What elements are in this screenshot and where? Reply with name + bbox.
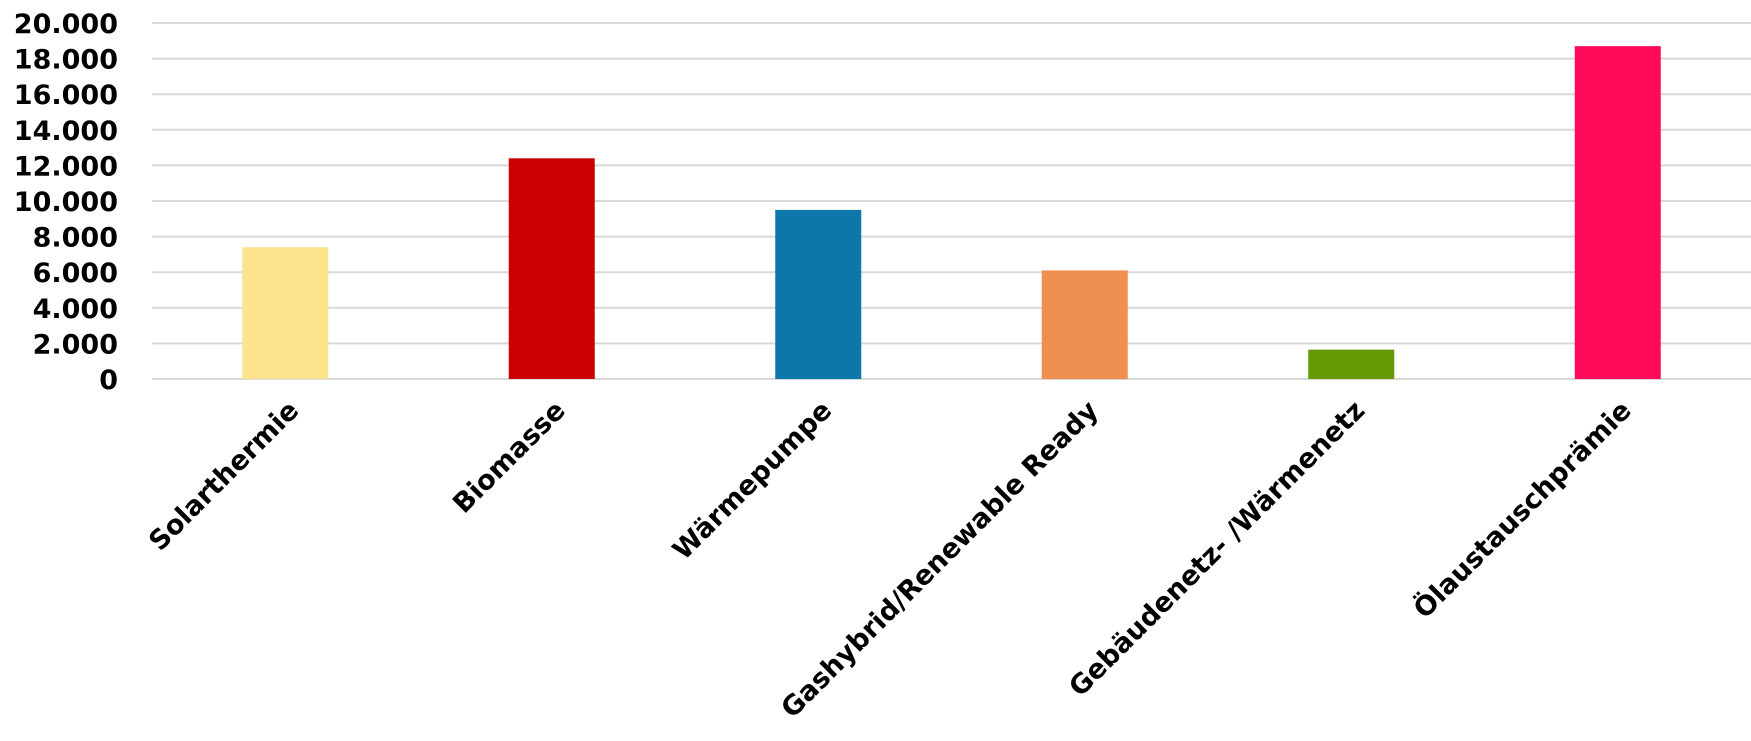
- y-axis-tick-labels: 0 2.000 4.000 6.000 8.000 10.000 12.000 14.000 1…: [14, 9, 118, 396]
- y-tick-label: 6.000: [33, 258, 118, 289]
- x-category-label: Wärmepumpe: [667, 395, 838, 566]
- y-tick-label: 14.000: [14, 116, 118, 147]
- x-category-label: Biomasse: [447, 395, 572, 520]
- y-tick-label: 10.000: [14, 187, 118, 218]
- x-category-label: Gebäudenetz- /Wärmenetz: [1063, 395, 1371, 703]
- y-tick-label: 16.000: [14, 80, 118, 111]
- y-tick-label: 0: [99, 365, 118, 396]
- y-tick-label: 2.000: [33, 329, 118, 360]
- x-category-label: Solarthermie: [143, 395, 305, 557]
- bars: [242, 46, 1661, 379]
- x-category-label: Ölaustauschprämie: [1407, 394, 1638, 625]
- bar: [775, 209, 862, 379]
- y-tick-label: 20.000: [14, 9, 118, 40]
- y-tick-label: 18.000: [14, 45, 118, 76]
- x-axis-category-labels: Solarthermie Biomasse WärmepumpeGashybrid/…: [143, 394, 1638, 725]
- x-category-label: Gashybrid/Renewable Ready: [775, 395, 1105, 725]
- y-tick-label: 12.000: [14, 151, 118, 182]
- bar: [1574, 46, 1661, 379]
- y-tick-label: 4.000: [33, 294, 118, 325]
- bar: [508, 158, 595, 379]
- y-tick-label: 8.000: [33, 223, 118, 254]
- bar: [242, 247, 329, 379]
- gridlines: [152, 22, 1751, 380]
- bar: [1308, 349, 1395, 379]
- bar: [1041, 270, 1128, 379]
